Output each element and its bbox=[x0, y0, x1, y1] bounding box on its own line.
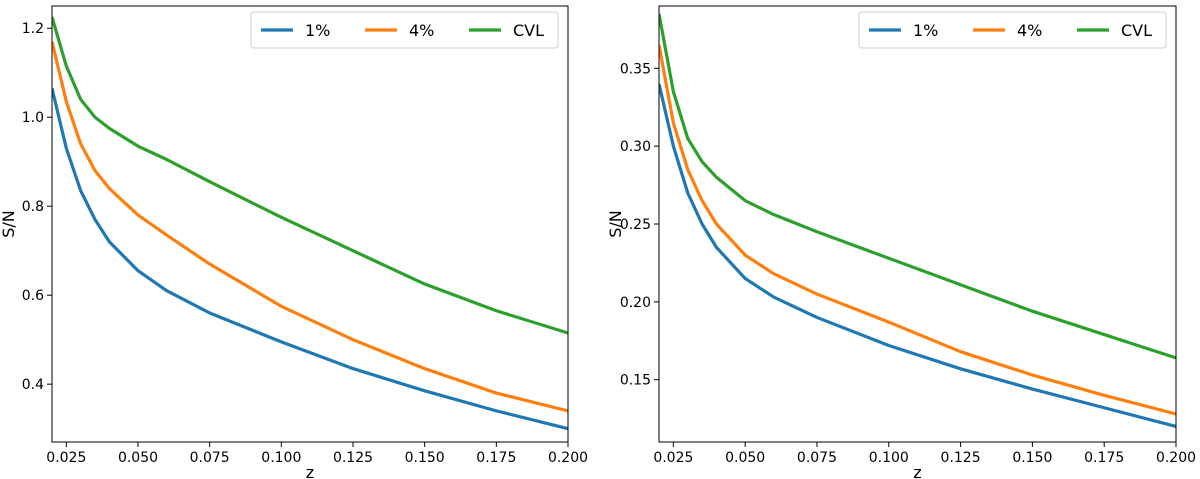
series-line-four-percent bbox=[52, 41, 568, 413]
legend-label: 4% bbox=[409, 21, 434, 40]
y-tick-label: 0.4 bbox=[22, 377, 44, 393]
legend-label: CVL bbox=[513, 21, 544, 40]
x-tick-label: 0.025 bbox=[46, 450, 86, 466]
y-tick-label: 0.6 bbox=[22, 288, 44, 304]
y-tick-label: 0.35 bbox=[620, 61, 651, 77]
series-line-one-percent bbox=[659, 83, 1176, 428]
x-tick-label: 0.150 bbox=[1012, 450, 1052, 466]
left-panel: 0.025 0.050 0.075 0.100 0.125 0.150 0.175 0.200… bbox=[0, 5, 588, 479]
x-tick-label: 0.175 bbox=[1084, 450, 1124, 466]
legend-label: 4% bbox=[1017, 21, 1042, 40]
legend-box bbox=[250, 11, 559, 49]
x-axis-label: z bbox=[306, 463, 314, 479]
x-tick-label: 0.050 bbox=[118, 450, 158, 466]
x-tick-label: 0.075 bbox=[797, 450, 837, 466]
y-axis-label: S/N bbox=[0, 210, 18, 238]
series-line-one-percent bbox=[52, 87, 568, 431]
y-tick-label: 1.2 bbox=[22, 21, 44, 37]
x-tick-label: 0.125 bbox=[941, 450, 981, 466]
x-tick-label: 0.025 bbox=[653, 450, 693, 466]
y-tick-label: 0.20 bbox=[620, 295, 651, 311]
x-tick-label: 0.100 bbox=[869, 450, 909, 466]
y-axis-label: S/N bbox=[606, 210, 625, 238]
x-tick-label: 0.050 bbox=[725, 450, 765, 466]
x-tick-label: 0.200 bbox=[1156, 450, 1196, 466]
legend-label: 1% bbox=[913, 21, 938, 40]
plot-frame bbox=[51, 5, 569, 443]
y-tick-label: 0.25 bbox=[620, 217, 651, 233]
legend-label: CVL bbox=[1121, 21, 1152, 40]
series-line-four-percent bbox=[659, 44, 1176, 416]
legend: 1% 4% CVL bbox=[858, 11, 1167, 49]
x-tick-label: 0.200 bbox=[548, 450, 588, 466]
x-tick-label: 0.150 bbox=[405, 450, 445, 466]
legend-box bbox=[858, 11, 1167, 49]
series-line-cvl bbox=[659, 13, 1176, 360]
plot-frame bbox=[658, 5, 1177, 443]
y-tick-label: 0.30 bbox=[620, 139, 651, 155]
legend-label: 1% bbox=[305, 21, 330, 40]
series-line-cvl bbox=[52, 16, 568, 335]
legend: 1% 4% CVL bbox=[250, 11, 559, 49]
y-tick-label: 1.0 bbox=[22, 110, 44, 126]
y-tick-label: 0.15 bbox=[620, 373, 651, 389]
right-panel: 0.025 0.050 0.075 0.100 0.125 0.150 0.175 0.200… bbox=[606, 5, 1196, 479]
x-tick-label: 0.175 bbox=[476, 450, 516, 466]
x-tick-label: 0.075 bbox=[190, 450, 230, 466]
x-tick-label: 0.100 bbox=[261, 450, 301, 466]
x-axis-label: z bbox=[913, 463, 921, 479]
y-tick-label: 0.8 bbox=[22, 199, 44, 215]
x-tick-label: 0.125 bbox=[333, 450, 373, 466]
